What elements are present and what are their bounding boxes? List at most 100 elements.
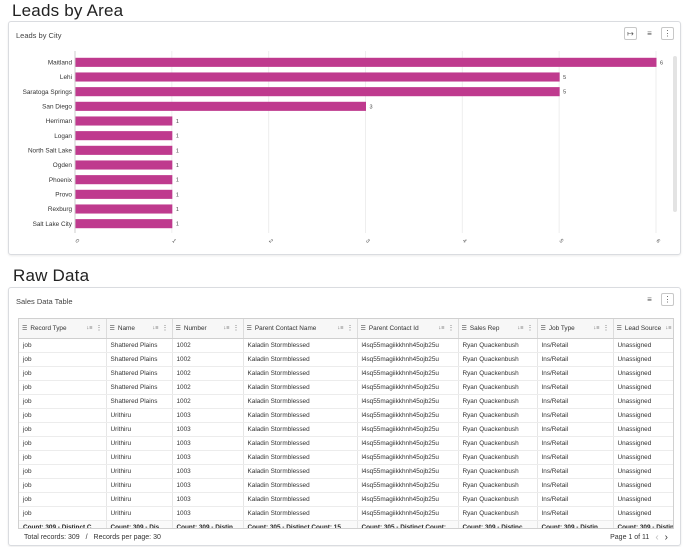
table-cell: job <box>19 478 107 493</box>
bar[interactable] <box>75 145 173 155</box>
table-cell: Unassigned <box>613 506 673 521</box>
chart-scrollbar[interactable] <box>673 56 677 212</box>
table-cell: 1003 <box>172 492 244 507</box>
table-cell: Ins/Retail <box>537 492 614 507</box>
table-cell: 1002 <box>172 394 244 409</box>
more-vert-icon[interactable]: ⋮ <box>526 325 534 333</box>
leads-bar-chart: 0 1 2 3 4 5 6 Maitland 6 Lehi 5 Saratoga Springs 5 Sa… <box>23 51 677 245</box>
table-row[interactable]: job Urithiru 1003 Kaladin Stormblessed l4sq5… <box>19 408 673 423</box>
fit-width-icon[interactable]: ↦ <box>624 27 637 40</box>
table-cell: l4sq55magiikkhnh45ojb25u <box>357 394 459 409</box>
column-header-label: Parent Contact Name <box>254 324 317 332</box>
more-vert-icon[interactable]: ⋮ <box>95 325 103 333</box>
table-cell: Kaladin Stormblessed <box>243 366 358 381</box>
bar[interactable] <box>75 175 173 185</box>
table-cell: l4sq55magiikkhnh45ojb25u <box>357 352 459 367</box>
table-row[interactable]: job Urithiru 1003 Kaladin Stormblessed l4sq5… <box>19 492 673 507</box>
bar[interactable] <box>75 101 367 111</box>
sort-icon[interactable]: ↓≡ <box>438 325 445 332</box>
table-status: Total records: 309 / Records per page: 3… <box>24 534 161 541</box>
table-card-label: Sales Data Table <box>16 297 73 306</box>
sort-icon[interactable]: ↓≡ <box>86 325 93 332</box>
table-row[interactable]: job Urithiru 1003 Kaladin Stormblessed l4sq5… <box>19 436 673 451</box>
column-header[interactable]: ☰ Number ↓≡ ⋮ <box>172 319 244 339</box>
column-header[interactable]: ☰ Name ↓≡ ⋮ <box>106 319 173 339</box>
more-vert-icon[interactable]: ⋮ <box>661 27 674 40</box>
table-cell: Urithiru <box>106 408 173 423</box>
sort-icon[interactable]: ↓≡ <box>223 325 230 332</box>
more-vert-icon[interactable]: ⋮ <box>447 325 455 333</box>
column-header-label: Record Type <box>30 324 67 332</box>
bar[interactable] <box>75 87 560 97</box>
bar[interactable] <box>75 189 173 199</box>
chevron-left-icon[interactable]: ‹ <box>655 532 659 543</box>
sort-icon[interactable]: ↓≡ <box>593 325 600 332</box>
table-cell: job <box>19 492 107 507</box>
table-row[interactable]: job Shattered Plains 1002 Kaladin Stormbles… <box>19 338 673 353</box>
lines-icon: ☰ <box>616 325 622 332</box>
more-vert-icon[interactable]: ⋮ <box>602 325 610 333</box>
bar[interactable] <box>75 72 560 82</box>
table-cell: Ryan Quackenbush <box>458 436 538 451</box>
table-row[interactable]: job Urithiru 1003 Kaladin Stormblessed l4sq5… <box>19 464 673 479</box>
table-cell: Ins/Retail <box>537 422 614 437</box>
table-cell: 1002 <box>172 366 244 381</box>
table-cell: l4sq55magiikkhnh45ojb25u <box>357 478 459 493</box>
table-cell: Ryan Quackenbush <box>458 492 538 507</box>
table-cell: 1003 <box>172 422 244 437</box>
bar[interactable] <box>75 219 173 229</box>
table-cell: Ins/Retail <box>537 352 614 367</box>
sort-icon[interactable]: ↓≡ <box>665 325 672 332</box>
column-header[interactable]: ☰ Parent Contact Name ↓≡ ⋮ <box>243 319 358 339</box>
more-vert-icon[interactable]: ⋮ <box>161 325 169 333</box>
table-cell: Ryan Quackenbush <box>458 422 538 437</box>
table-cell: l4sq55magiikkhnh45ojb25u <box>357 450 459 465</box>
table-cell: l4sq55magiikkhnh45ojb25u <box>357 492 459 507</box>
table-row[interactable]: job Shattered Plains 1002 Kaladin Stormbles… <box>19 394 673 409</box>
column-header[interactable]: ☰ Sales Rep ↓≡ ⋮ <box>458 319 538 339</box>
data-label: 1 <box>176 222 179 228</box>
table-row[interactable]: job Urithiru 1003 Kaladin Stormblessed l4sq5… <box>19 422 673 437</box>
sort-icon[interactable]: ↓≡ <box>152 325 159 332</box>
table-cell: job <box>19 506 107 521</box>
bar[interactable] <box>75 57 657 67</box>
column-header[interactable]: ☰Lead Source↓≡⋮ <box>613 319 673 339</box>
column-header[interactable]: ☰ Job Type ↓≡ ⋮ <box>537 319 614 339</box>
sort-icon[interactable]: ↓≡ <box>517 325 524 332</box>
sort-icon[interactable]: ↓≡ <box>337 325 344 332</box>
table-cell: Shattered Plains <box>106 380 173 395</box>
chevron-right-icon[interactable]: › <box>664 532 668 543</box>
table-cell: 1003 <box>172 464 244 479</box>
table-row[interactable]: job Urithiru 1003 Kaladin Stormblessed l4sq5… <box>19 450 673 465</box>
x-tick-label: 1 <box>170 238 176 244</box>
more-vert-icon[interactable]: ⋮ <box>346 325 354 333</box>
table-row[interactable]: job Shattered Plains 1002 Kaladin Stormbles… <box>19 380 673 395</box>
footer-aggregate-cell: Count: 309 - Distin... <box>537 519 614 528</box>
filter-icon[interactable]: ≡ <box>643 27 656 40</box>
table-row[interactable]: job Urithiru 1003 Kaladin Stormblessed l4sq5… <box>19 506 673 521</box>
table-cell: Unassigned <box>613 478 673 493</box>
records-per-page-value[interactable]: 30 <box>153 534 161 541</box>
table-row[interactable]: job Shattered Plains 1002 Kaladin Stormbles… <box>19 352 673 367</box>
table-cell: Urithiru <box>106 450 173 465</box>
table-cell: 1003 <box>172 450 244 465</box>
column-header[interactable]: ☰ Parent Contact Id ↓≡ ⋮ <box>357 319 459 339</box>
bar[interactable] <box>75 131 173 141</box>
filter-icon[interactable]: ≡ <box>643 293 656 306</box>
bar[interactable] <box>75 116 173 126</box>
data-label: 1 <box>176 148 179 154</box>
table-cell: Shattered Plains <box>106 394 173 409</box>
table-row[interactable]: job Shattered Plains 1002 Kaladin Stormbles… <box>19 366 673 381</box>
table-row[interactable]: job Urithiru 1003 Kaladin Stormblessed l4sq5… <box>19 478 673 493</box>
more-vert-icon[interactable]: ⋮ <box>661 293 674 306</box>
lines-icon: ☰ <box>22 325 28 332</box>
table-cell: Ins/Retail <box>537 338 614 353</box>
table-cell: Unassigned <box>613 422 673 437</box>
table-cell: Ins/Retail <box>537 366 614 381</box>
column-header[interactable]: ☰ Record Type ↓≡ ⋮ <box>19 319 107 339</box>
bar[interactable] <box>75 204 173 214</box>
footer-aggregate-cell: Count: 309 - Distinc <box>613 519 673 528</box>
data-label: 1 <box>176 119 179 125</box>
more-vert-icon[interactable]: ⋮ <box>232 325 240 333</box>
bar[interactable] <box>75 160 173 170</box>
